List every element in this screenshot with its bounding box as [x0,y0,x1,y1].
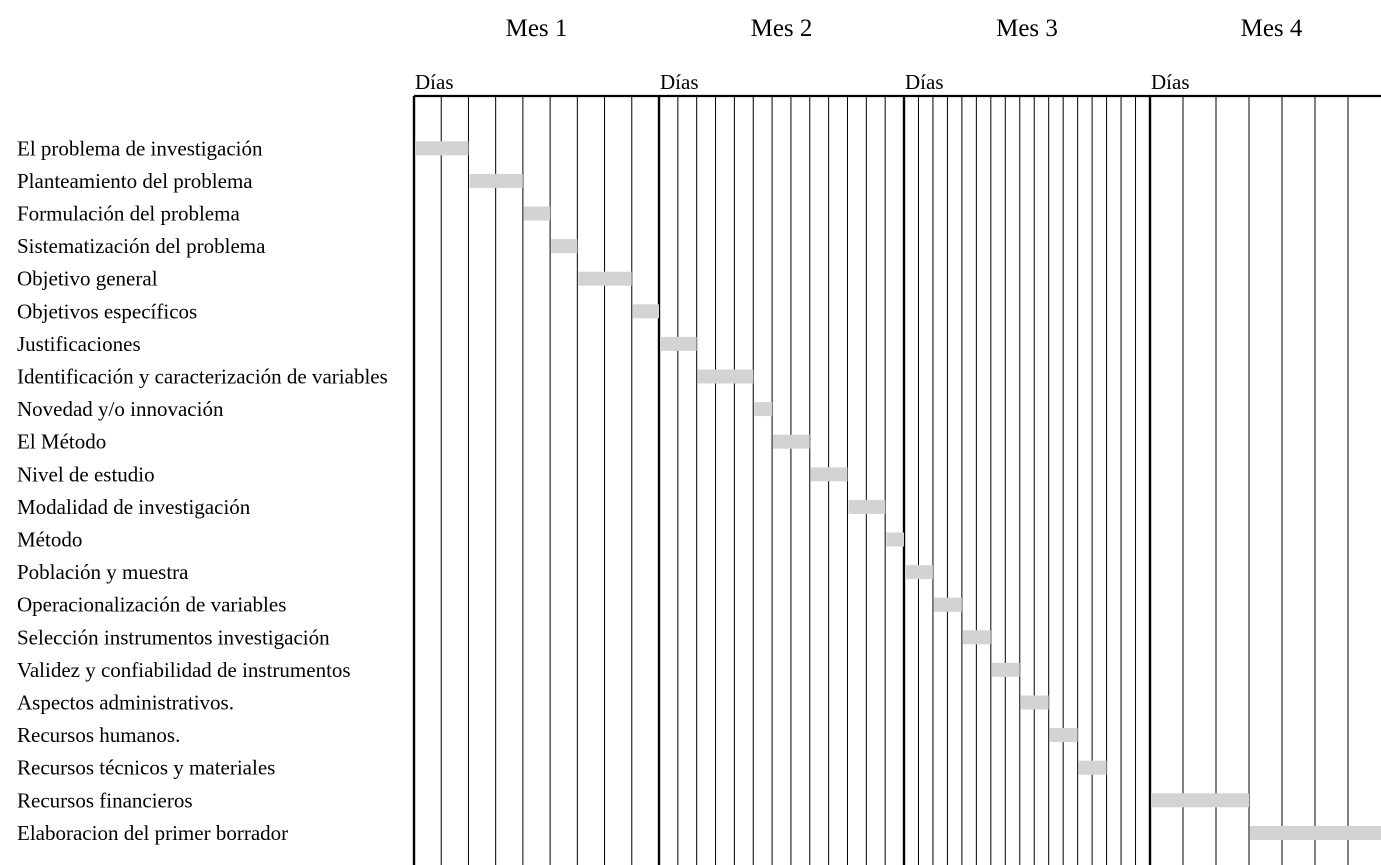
task-bar [905,565,933,580]
task-label: Método [17,528,82,552]
task-label: Población y muestra [17,560,189,584]
task-bar [1020,695,1049,710]
task-label: Novedad y/o innovación [17,397,224,421]
task-bar [933,597,962,612]
grid [412,94,1381,865]
task-bar [991,662,1020,677]
task-label: Recursos financieros [17,788,193,812]
task-bar [415,141,469,156]
task-label: Formulación del problema [17,202,240,226]
task-label: Identificación y caracterización de vari… [17,365,388,389]
task-label: Aspectos administrativos. [17,691,234,715]
task-label: Elaboracion del primer borrador [17,821,288,845]
month-label: Mes 3 [996,15,1058,42]
task-bar [754,402,773,417]
task-bar [773,434,810,449]
task-bar [1078,760,1107,775]
task-labels: El problema de investigación Planteamient… [17,136,388,845]
task-label: Recursos técnicos y materiales [17,756,275,780]
task-bar [886,532,904,547]
timeline-header: Mes 1 Días Mes 2 Días Mes 3 Días Mes 4 Días [415,15,1303,94]
task-bar [848,499,886,514]
days-label: Días [905,70,944,94]
task-label: Objetivo general [17,267,158,291]
task-bar [697,369,754,384]
task-label: Selección instrumentos investigación [17,625,330,649]
task-label: Objetivos específicos [17,299,197,323]
task-label: Operacionalización de variables [17,593,286,617]
task-label: Justificaciones [17,332,141,356]
task-label: Nivel de estudio [17,462,155,486]
task-bar [1049,728,1078,743]
task-bar [1151,793,1249,808]
task-bar [469,173,523,188]
task-label: El Método [17,430,106,454]
task-label: Planteamiento del problema [17,169,253,193]
task-bar [962,630,991,645]
task-bar [660,336,697,351]
month-label: Mes 4 [1241,15,1303,42]
task-bar [632,304,659,319]
task-label: Recursos humanos. [17,723,180,747]
task-label: El problema de investigación [17,136,263,160]
task-label: Validez y confiabilidad de instrumentos [17,658,351,682]
task-bar [523,206,551,221]
task-bars [415,141,1381,840]
month-label: Mes 1 [506,15,568,42]
days-label: Días [415,70,454,94]
days-label: Días [660,70,699,94]
month-label: Mes 2 [751,15,813,42]
days-label: Días [1151,70,1190,94]
task-bar [578,271,632,286]
task-bar [810,467,848,482]
task-label: Sistematización del problema [17,234,266,258]
task-label: Modalidad de investigación [17,495,251,519]
task-bar [551,239,578,254]
task-bar [1250,825,1381,840]
